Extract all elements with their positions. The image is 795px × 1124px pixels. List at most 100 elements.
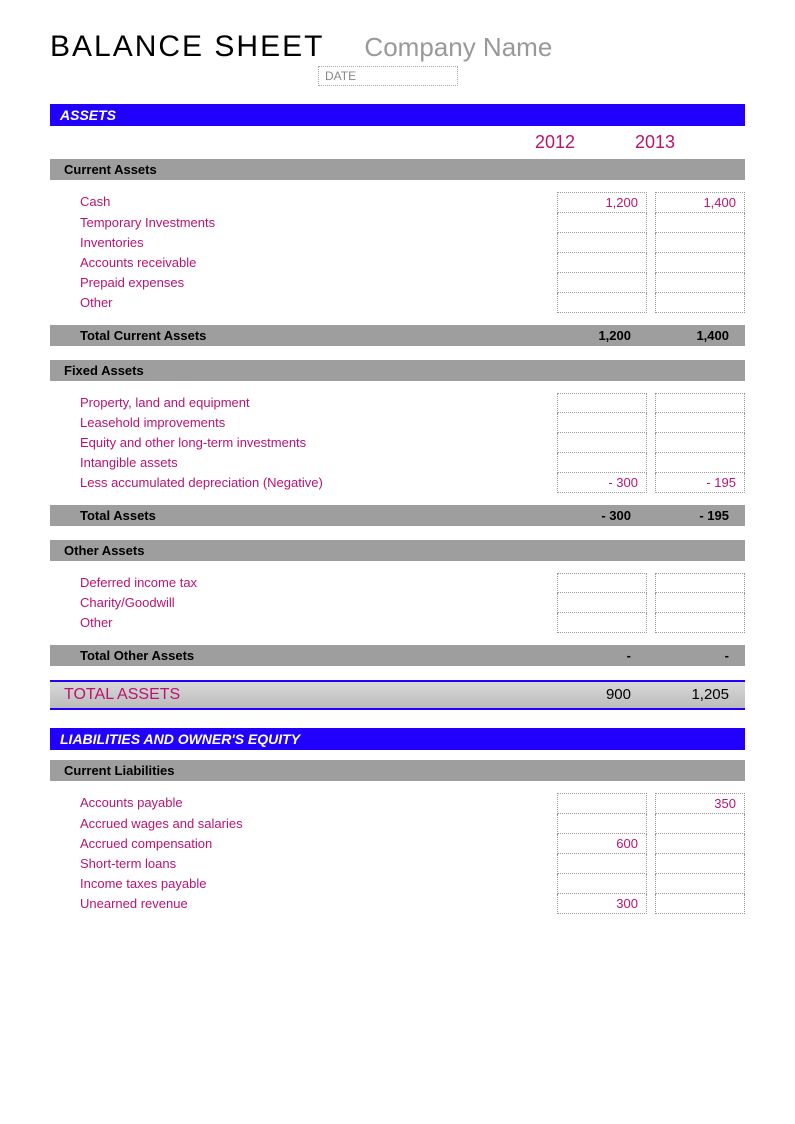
cell[interactable] [557, 453, 647, 473]
total-cell: 1,400 [655, 328, 745, 343]
total-row: Total Other Assets - - [50, 645, 745, 666]
group-header: Other Assets [50, 540, 745, 561]
cell[interactable]: 350 [655, 793, 745, 814]
grand-total-label: TOTAL ASSETS [50, 686, 557, 704]
cell[interactable] [557, 213, 647, 233]
cell[interactable] [655, 874, 745, 894]
cell[interactable] [557, 793, 647, 814]
cell[interactable] [655, 253, 745, 273]
page-title: BALANCE SHEET [50, 30, 324, 64]
cell[interactable]: 300 [557, 894, 647, 914]
table-row: Short-term loans [50, 854, 745, 874]
row-label: Intangible assets [50, 453, 557, 473]
row-label: Other [50, 613, 557, 633]
cell[interactable] [557, 433, 647, 453]
table-row: Intangible assets [50, 453, 745, 473]
total-cell: - [557, 648, 647, 663]
cell[interactable] [557, 233, 647, 253]
row-label: Unearned revenue [50, 894, 557, 914]
cell[interactable] [557, 613, 647, 633]
row-label: Accounts payable [50, 793, 557, 814]
table-row: Unearned revenue300 [50, 894, 745, 914]
row-label: Other [50, 293, 557, 313]
cell[interactable] [655, 453, 745, 473]
cell[interactable] [655, 854, 745, 874]
table-row: Accounts payable 350 [50, 793, 745, 814]
row-label: Accounts receivable [50, 253, 557, 273]
row-label: Income taxes payable [50, 874, 557, 894]
cell[interactable] [655, 433, 745, 453]
group-header: Current Assets [50, 159, 745, 180]
cell[interactable]: 600 [557, 834, 647, 854]
row-label: Charity/Goodwill [50, 593, 557, 613]
table-row: Cash1,2001,400 [50, 192, 745, 213]
table-row: Charity/Goodwill [50, 593, 745, 613]
table-row: Deferred income tax [50, 573, 745, 593]
cell[interactable]: - 195 [655, 473, 745, 493]
cell[interactable] [557, 393, 647, 413]
total-row: Total Assets - 300 - 195 [50, 505, 745, 526]
table-row: Temporary Investments [50, 213, 745, 233]
company-name: Company Name [364, 32, 552, 63]
table-row: Prepaid expenses [50, 273, 745, 293]
cell[interactable] [655, 233, 745, 253]
group-header: Fixed Assets [50, 360, 745, 381]
row-label: Temporary Investments [50, 213, 557, 233]
row-label: Inventories [50, 233, 557, 253]
cell[interactable]: - 300 [557, 473, 647, 493]
total-cell: - 300 [557, 508, 647, 523]
cell[interactable] [557, 413, 647, 433]
cell[interactable] [655, 814, 745, 834]
total-row: Total Current Assets 1,200 1,400 [50, 325, 745, 346]
cell[interactable] [655, 593, 745, 613]
assets-section-header: ASSETS [50, 104, 745, 126]
cell[interactable] [557, 253, 647, 273]
cell[interactable] [557, 854, 647, 874]
row-label: Leasehold improvements [50, 413, 557, 433]
cell[interactable] [655, 613, 745, 633]
cell[interactable] [655, 393, 745, 413]
cell[interactable] [655, 894, 745, 914]
row-label: Less accumulated depreciation (Negative) [50, 473, 557, 493]
cell[interactable]: 1,400 [655, 192, 745, 213]
row-label: Property, land and equipment [50, 393, 557, 413]
cell[interactable] [557, 593, 647, 613]
row-label: Accrued compensation [50, 834, 557, 854]
group-header: Current Liabilities [50, 760, 745, 781]
table-row: Accrued compensation600 [50, 834, 745, 854]
cell[interactable] [655, 273, 745, 293]
year-col-1: 2012 [505, 132, 605, 153]
cell[interactable] [557, 874, 647, 894]
cell[interactable] [655, 834, 745, 854]
cell[interactable] [655, 413, 745, 433]
grand-total-cell: 1,205 [655, 686, 745, 704]
table-row: Other [50, 293, 745, 313]
cell[interactable] [655, 573, 745, 593]
total-label: Total Current Assets [50, 328, 557, 343]
table-row: Accrued wages and salaries [50, 814, 745, 834]
table-row: Less accumulated depreciation (Negative)… [50, 473, 745, 493]
total-cell: 1,200 [557, 328, 647, 343]
year-header-row: 2012 2013 [50, 132, 745, 153]
cell[interactable]: 1,200 [557, 192, 647, 213]
total-cell: - [655, 648, 745, 663]
cell[interactable] [655, 293, 745, 313]
grand-total-cell: 900 [557, 686, 647, 704]
total-label: Total Assets [50, 508, 557, 523]
table-row: Leasehold improvements [50, 413, 745, 433]
total-cell: - 195 [655, 508, 745, 523]
grand-total-row: TOTAL ASSETS 900 1,205 [50, 680, 745, 710]
cell[interactable] [557, 814, 647, 834]
cell[interactable] [557, 293, 647, 313]
total-label: Total Other Assets [50, 648, 557, 663]
liabilities-section-header: LIABILITIES AND OWNER'S EQUITY [50, 728, 745, 750]
cell[interactable] [557, 573, 647, 593]
table-row: Inventories [50, 233, 745, 253]
date-field[interactable]: DATE [318, 66, 458, 86]
row-label: Prepaid expenses [50, 273, 557, 293]
table-row: Income taxes payable [50, 874, 745, 894]
row-label: Deferred income tax [50, 573, 557, 593]
cell[interactable] [655, 213, 745, 233]
table-row: Other [50, 613, 745, 633]
cell[interactable] [557, 273, 647, 293]
